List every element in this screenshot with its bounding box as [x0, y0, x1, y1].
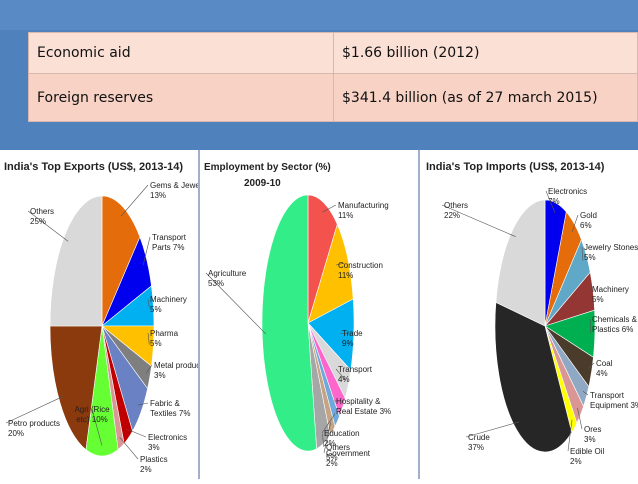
- table-cell-value: $1.66 billion (2012): [334, 33, 638, 74]
- slice-label-hospitality-real-estate: Hospitality &Real Estate 3%: [336, 397, 391, 416]
- slide-top-strip: [0, 0, 638, 30]
- table-cell-label: Foreign reserves: [29, 74, 334, 122]
- leader-line: [121, 185, 148, 216]
- table-cell-value: $341.4 billion (as of 27 march 2015): [334, 74, 638, 122]
- table-row: Foreign reserves $341.4 billion (as of 2…: [29, 74, 638, 122]
- pie-slice-others: [50, 196, 102, 326]
- imports-pie-chart: India's Top Imports (US$, 2013-14) Electr…: [420, 150, 638, 479]
- chart-title: India's Top Imports (US$, 2013-14): [426, 161, 605, 173]
- table-row: Economic aid $1.66 billion (2012): [29, 33, 638, 74]
- slice-label-metal-products: Metal products3%: [154, 361, 198, 380]
- exports-pie-chart: India's Top Exports (US$, 2013-14) Gems &…: [0, 150, 198, 479]
- employment-chart-panel: Employment by Sector (%) 2009-10 Manufactu…: [200, 150, 418, 479]
- chart-title: Employment by Sector (%): [204, 162, 331, 173]
- exports-chart-panel: India's Top Exports (US$, 2013-14) Gems &…: [0, 150, 198, 479]
- economy-table: Economic aid $1.66 billion (2012) Foreig…: [28, 32, 638, 122]
- slice-label-fabric-textiles: Fabric &Textiles 7%: [150, 399, 190, 418]
- chart-title-year: 2009-10: [244, 178, 281, 189]
- chart-title: India's Top Exports (US$, 2013-14): [4, 161, 183, 173]
- imports-chart-panel: India's Top Imports (US$, 2013-14) Electr…: [420, 150, 638, 479]
- slice-label-chemicals-plastics: Chemicals &Plastics 6%: [592, 315, 638, 334]
- table-cell-label: Economic aid: [29, 33, 334, 74]
- leader-line: [120, 437, 138, 459]
- slice-label-gems-jewelry: Gems & Jewelry13%: [150, 181, 198, 200]
- employment-pie-chart: Employment by Sector (%) 2009-10 Manufactu…: [200, 150, 418, 479]
